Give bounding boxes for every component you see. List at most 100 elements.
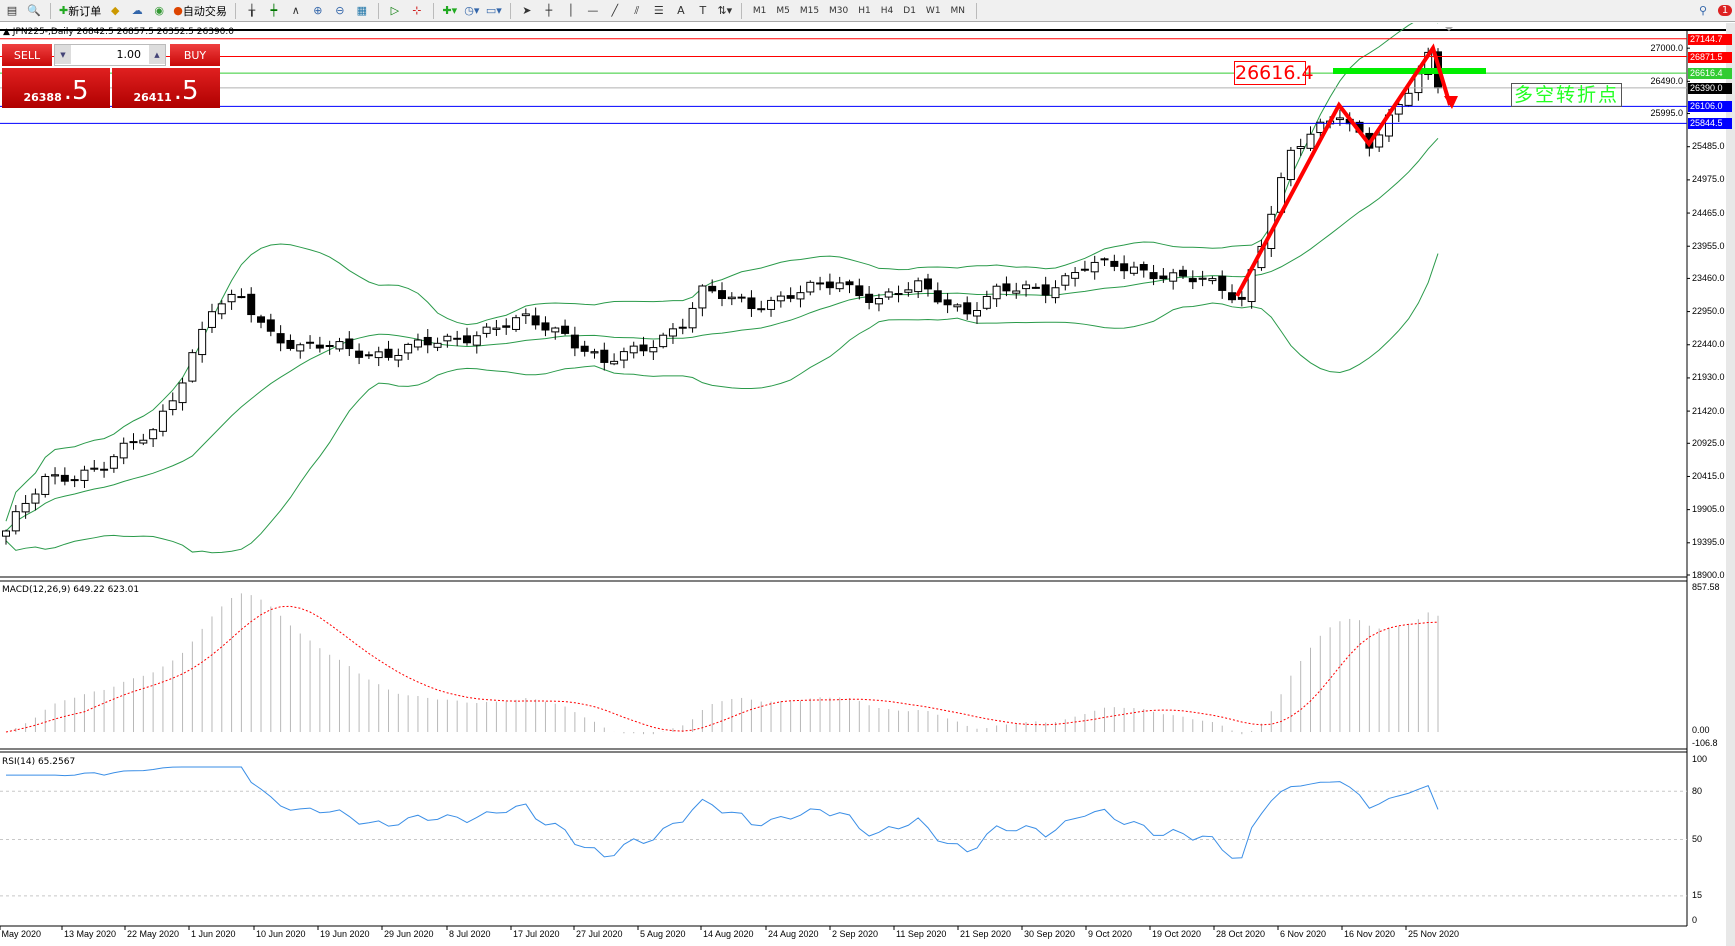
candle-bullish <box>649 347 658 353</box>
chart-title-text: JPN225-,Daily 26842.5 26857.5 26352.5 26… <box>12 27 234 37</box>
rsi-tick-label: 100 <box>1692 753 1708 764</box>
crosshair-icon[interactable]: ┼ <box>545 4 553 17</box>
zoom-profile-icon[interactable]: 🔍 <box>27 4 41 17</box>
candle-bullish <box>433 342 442 348</box>
zoom-out-icon[interactable]: ⊖ <box>335 4 345 17</box>
candle-bearish <box>247 293 256 316</box>
price-tick-label: 21930.0 <box>1692 372 1725 383</box>
lot-decrease-button[interactable]: ▼ <box>55 45 71 64</box>
bar-chart-icon[interactable]: ╁ <box>248 4 256 17</box>
fibonacci-fan-icon[interactable]: ⫽ <box>634 3 640 17</box>
timeframe-mn[interactable]: MN <box>950 5 966 16</box>
arrows-icon[interactable]: ⇅▾ <box>717 4 733 17</box>
templates-icon[interactable]: ▭▾ <box>485 4 502 17</box>
periods-icon[interactable]: ◷▾ <box>464 4 480 17</box>
candle-bullish <box>129 441 138 444</box>
candlestick-icon[interactable]: ┿ <box>270 4 278 17</box>
candle-bearish <box>757 308 766 311</box>
timeframe-d1[interactable]: D1 <box>903 5 916 16</box>
candle-bullish <box>1012 290 1021 294</box>
line-chart-icon[interactable]: ∧ <box>291 4 300 17</box>
auto-trading-button[interactable]: ● 自动交易 <box>173 4 227 18</box>
trendline-icon[interactable]: ╱ <box>611 4 619 17</box>
separator <box>234 2 236 19</box>
candle-bullish <box>1198 277 1207 280</box>
text-icon[interactable]: A <box>677 4 685 17</box>
candle-bullish <box>70 479 79 482</box>
buy-button[interactable]: BUY <box>170 44 220 66</box>
candle-bearish <box>502 325 511 328</box>
timeframe-m15[interactable]: M15 <box>799 5 820 16</box>
candle-bullish <box>629 345 638 354</box>
notifications-button[interactable]: 1 <box>1715 2 1735 20</box>
candle-bullish <box>178 382 187 404</box>
candle-bearish <box>345 338 354 350</box>
candle-bearish <box>933 290 942 303</box>
cursor-icon[interactable]: ➤ <box>522 4 532 17</box>
date-label: 28 Oct 2020 <box>1216 929 1266 939</box>
signals-icon[interactable]: ◉ <box>154 4 165 17</box>
indicators-icon[interactable]: ✚▾ <box>442 4 458 17</box>
new-order-button[interactable]: ✚ 新订单 <box>59 4 102 18</box>
date-label: 16 Nov 2020 <box>1344 929 1396 939</box>
level-annotation-box[interactable]: 26616.4 <box>1234 61 1314 85</box>
sell-price[interactable]: 26388.5 <box>2 68 110 108</box>
candle-bullish <box>188 352 197 382</box>
tile-windows-icon[interactable]: ▦ <box>356 4 368 17</box>
candle-bullish <box>727 296 736 300</box>
sell-button[interactable]: SELL <box>2 44 52 66</box>
metaeditor-icon[interactable]: ◆ <box>110 4 120 17</box>
candle-bearish <box>423 336 432 346</box>
timeframe-m30[interactable]: M30 <box>829 5 849 16</box>
zoom-in-icon[interactable]: ⊕ <box>313 4 323 17</box>
candle-bullish <box>51 474 60 477</box>
candle-bullish <box>413 339 422 348</box>
date-label: 19 Oct 2020 <box>1152 929 1202 939</box>
auto-scroll-icon[interactable]: ▷ <box>390 4 400 17</box>
date-label: 30 Sep 2020 <box>1024 929 1076 939</box>
candle-bullish <box>1404 92 1413 106</box>
candle-bullish <box>659 334 668 348</box>
toolbar: ▤ 🔍 ✚ 新订单 ◆ ☁ ◉ ● 自动交易 ╁ ┿ ∧ ⊕ ⊖ ▦ ▷ ⊹ ✚▾ … <box>0 0 1735 22</box>
lot-size-input[interactable]: 1.00 <box>54 44 166 66</box>
search-icon[interactable]: ⚲ <box>1698 4 1708 17</box>
candle-bullish <box>1169 272 1178 282</box>
rsi-line <box>6 766 1439 859</box>
turning-point-label[interactable]: 多空转折点 <box>1511 83 1622 107</box>
timeframe-m5[interactable]: M5 <box>776 5 790 16</box>
candle-bearish <box>1188 278 1197 283</box>
timeframe-h1[interactable]: H1 <box>858 5 871 16</box>
candle-bullish <box>1090 261 1099 273</box>
buy-price-main: 26411 <box>133 91 172 104</box>
candle-bullish <box>1296 146 1305 149</box>
text-label-icon[interactable]: T <box>699 4 707 17</box>
date-label: 14 Aug 2020 <box>703 929 754 939</box>
candle-bullish <box>1061 275 1070 286</box>
auto-trading-label: 自动交易 <box>182 4 227 18</box>
macd-signal-line <box>5 605 1439 733</box>
candle-bearish <box>1139 264 1148 271</box>
chart-title: ▲ JPN225-,Daily 26842.5 26857.5 26352.5 … <box>3 27 234 37</box>
chart-canvas[interactable] <box>0 23 1735 946</box>
fibonacci-retracement-icon[interactable]: ☰ <box>653 4 664 17</box>
sell-price-main: 26388 <box>23 91 62 104</box>
candle-bearish <box>639 344 648 352</box>
macd-zero-label: 0.00 <box>1692 725 1710 735</box>
candle-bullish <box>590 351 599 354</box>
timeframe-w1[interactable]: W1 <box>925 5 941 16</box>
lot-increase-button[interactable]: ▲ <box>149 45 165 64</box>
buy-price[interactable]: 26411.5 <box>112 68 220 108</box>
vertical-line-icon[interactable]: │ <box>567 4 575 17</box>
candle-bullish <box>237 296 246 299</box>
candle-bearish <box>1120 263 1129 272</box>
navigator-icon[interactable]: ☁ <box>131 4 143 17</box>
candle-bullish <box>1286 149 1295 181</box>
chart-shift-icon[interactable]: ⊹ <box>412 4 422 17</box>
candle-bullish <box>767 299 776 310</box>
horizontal-line-icon[interactable]: — <box>587 4 599 17</box>
timeframe-h4[interactable]: H4 <box>880 5 894 16</box>
new-chart-icon[interactable]: ▤ <box>6 4 18 17</box>
date-label: 6 Nov 2020 <box>1280 929 1327 939</box>
timeframe-m1[interactable]: M1 <box>752 5 767 16</box>
bollinger-upper <box>5 23 1439 522</box>
